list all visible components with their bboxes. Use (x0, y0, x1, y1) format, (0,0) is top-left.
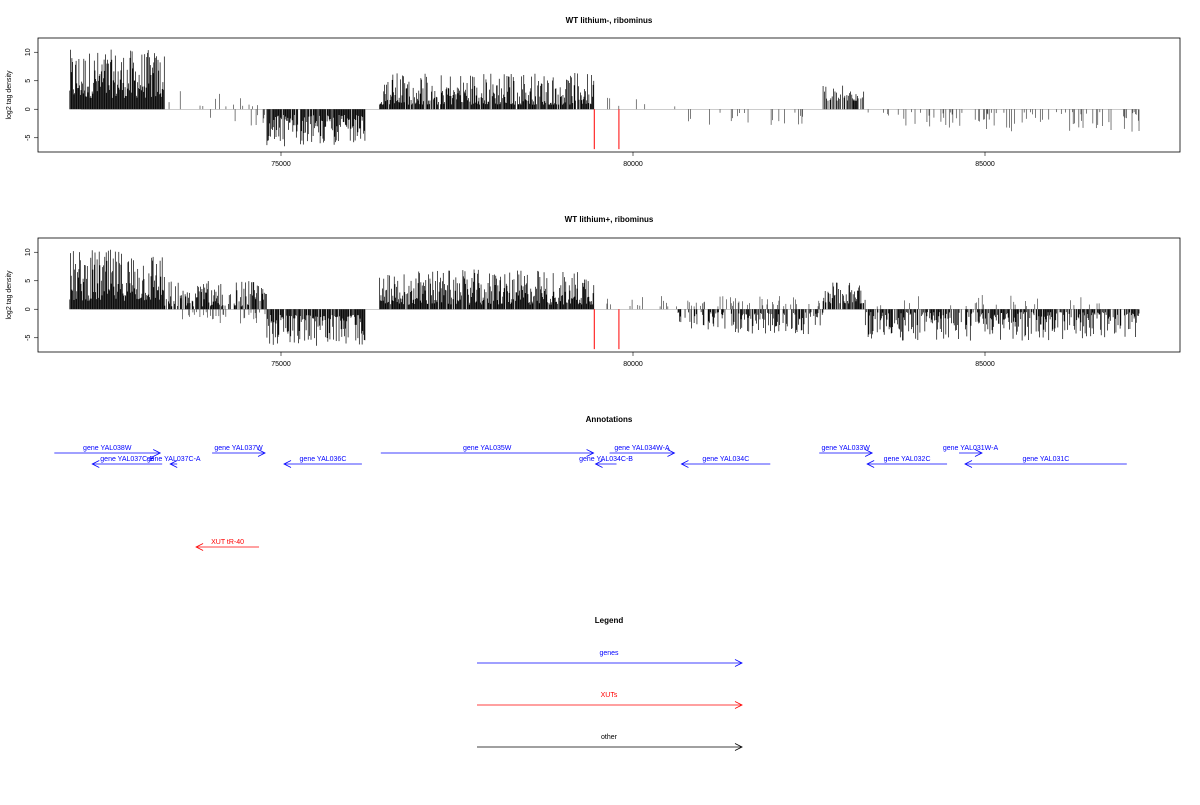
track-lithium-plus: WT lithium+, ribominus log2 tag density … (6, 215, 1181, 368)
feature-arrow (964, 460, 1127, 468)
plot-frame (37, 237, 1181, 353)
feature-arrow (609, 449, 676, 457)
y-tick-label: 5 (25, 79, 32, 83)
plot-frame (37, 37, 1181, 153)
y-axis-label: log2 tag density (6, 270, 13, 320)
arrow-head-icon (974, 449, 983, 457)
feature-label: gene YAL037W (214, 445, 263, 452)
feature-arrow (54, 449, 162, 457)
track-lithium-minus: WT lithium-, ribominus log2 tag density … (6, 16, 1181, 168)
arrow-head-icon (734, 659, 743, 667)
y-tick-label: -5 (25, 135, 32, 141)
x-tick-label: 85000 (975, 361, 995, 368)
feature-arrow (380, 449, 595, 457)
feature-label: gene YAL034C-B (579, 456, 633, 463)
feature-label: gene YAL037C-A (147, 456, 201, 463)
feature-arrow (866, 460, 948, 468)
y-tick-label: 5 (25, 279, 32, 283)
arrow-head-icon (680, 460, 689, 468)
feature-label: gene YAL035W (463, 445, 512, 452)
arrow-head-icon (169, 460, 178, 468)
arrow-head-icon (734, 743, 743, 751)
x-tick-label: 75000 (271, 361, 291, 368)
track-title: WT lithium-, ribominus (566, 16, 653, 25)
legend-arrow (477, 701, 743, 709)
arrow-head-icon (586, 449, 595, 457)
arrow-head-icon (91, 460, 100, 468)
x-tick-label: 80000 (623, 361, 643, 368)
feature-label: gene YAL031C (1022, 456, 1069, 463)
feature-label: gene YAL034C (702, 456, 749, 463)
x-tick-label: 80000 (623, 161, 643, 168)
arrow-head-icon (283, 460, 292, 468)
arrow-head-icon (866, 460, 875, 468)
feature-arrow (169, 460, 178, 468)
arrow-head-icon (734, 701, 743, 709)
feature-label: gene YAL032C (884, 456, 931, 463)
legend-label: genes (599, 650, 619, 657)
feature-arrow (819, 449, 874, 457)
x-tick-label: 85000 (975, 161, 995, 168)
y-tick-label: -5 (25, 335, 32, 341)
legend-arrow (477, 743, 743, 751)
annotations-title: Annotations (586, 415, 633, 424)
arrow-head-icon (667, 449, 676, 457)
feature-arrow (594, 460, 617, 468)
arrow-head-icon (153, 449, 162, 457)
feature-label: gene YAL036C (300, 456, 347, 463)
arrow-head-icon (864, 449, 874, 457)
feature-label: XUT tR-40 (211, 539, 244, 546)
y-tick-label: 0 (25, 107, 32, 111)
feature-label: gene YAL034W-A (614, 445, 670, 452)
legend-arrow (477, 659, 743, 667)
y-axis-label: log2 tag density (6, 70, 13, 120)
feature-label: gene YAL031W-A (943, 445, 999, 452)
y-tick-label: 10 (25, 248, 32, 256)
feature-label: gene YAL037C-B (100, 456, 154, 463)
feature-label: gene YAL038W (83, 445, 132, 452)
feature-arrow (212, 449, 266, 457)
feature-arrow (959, 449, 983, 457)
y-tick-label: 0 (25, 307, 32, 311)
track-title: WT lithium+, ribominus (565, 215, 654, 224)
feature-arrow (195, 543, 260, 551)
legend: Legend genes XUTs other (477, 616, 743, 751)
feature-label: gene YAL033W (821, 445, 870, 452)
arrow-head-icon (195, 543, 204, 551)
legend-label: XUTs (601, 692, 618, 699)
arrow-head-icon (594, 460, 603, 468)
feature-arrow (91, 460, 163, 468)
arrow-head-icon (964, 460, 973, 468)
legend-title: Legend (595, 616, 624, 625)
y-tick-label: 10 (25, 48, 32, 56)
x-tick-label: 75000 (271, 161, 291, 168)
feature-arrow (680, 460, 771, 468)
legend-label: other (601, 734, 618, 741)
arrow-head-icon (257, 449, 266, 457)
feature-arrow (283, 460, 362, 468)
